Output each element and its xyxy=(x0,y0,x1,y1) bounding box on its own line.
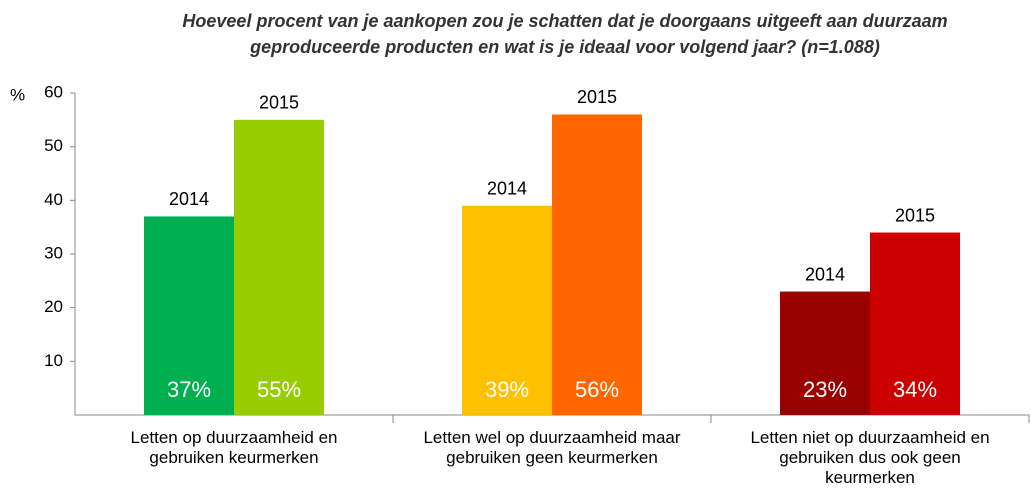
value-label: 23% xyxy=(803,377,847,402)
bar xyxy=(234,119,324,415)
y-tick-label: 40 xyxy=(44,190,63,209)
y-tick-label: 50 xyxy=(44,136,63,155)
series-label: 2015 xyxy=(895,205,935,225)
value-label: 56% xyxy=(575,377,619,402)
series-label: 2014 xyxy=(487,178,527,198)
y-tick-label: 60 xyxy=(44,82,63,101)
series-label: 2015 xyxy=(259,93,299,113)
series-label: 2014 xyxy=(805,264,845,284)
value-label: 55% xyxy=(257,377,301,402)
value-label: 34% xyxy=(893,377,937,402)
x-tick-label: Letten niet op duurzaamheid en gebruiken… xyxy=(750,428,990,487)
x-tick-label: Letten op duurzaamheid en gebruiken keur… xyxy=(130,428,338,467)
bar xyxy=(780,291,870,415)
y-tick-label: 10 xyxy=(44,351,63,370)
bar xyxy=(552,114,642,415)
y-tick-label: 30 xyxy=(44,243,63,262)
series-label: 2015 xyxy=(577,87,617,107)
y-tick-label: 20 xyxy=(44,297,63,316)
value-label: 39% xyxy=(485,377,529,402)
x-tick-label: Letten wel op duurzaamheid maar gebruike… xyxy=(423,428,681,467)
bar xyxy=(870,232,960,415)
chart-title: Hoeveel procent van je aankopen zou je s… xyxy=(182,11,948,57)
bar xyxy=(462,205,552,415)
bar xyxy=(144,216,234,415)
series-label: 2014 xyxy=(169,189,209,209)
y-axis-label: % xyxy=(10,85,25,104)
value-label: 37% xyxy=(167,377,211,402)
